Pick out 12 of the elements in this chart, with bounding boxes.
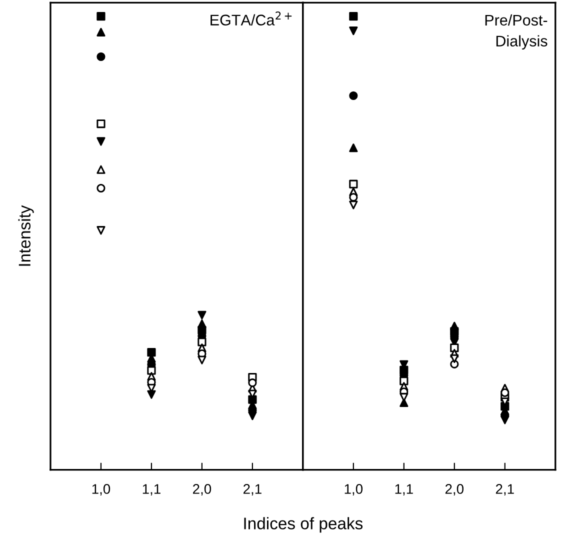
x-tick-label: 2,1 xyxy=(243,484,262,496)
annotation: Pre/Post- Dialysis xyxy=(485,14,548,50)
x-tick-label: 2,0 xyxy=(445,484,464,496)
x-tick-label: 2,1 xyxy=(496,484,514,496)
annotation: EGTA/Ca$^{2+}$ xyxy=(210,12,292,26)
x-tick-label: 1,1 xyxy=(142,484,160,496)
x-axis-title: Indices of peaks xyxy=(244,517,363,533)
x-tick-label: 1,1 xyxy=(395,484,413,496)
y-axis-title: Intensity xyxy=(18,205,34,266)
x-tick-label: 1,0 xyxy=(344,484,363,496)
x-tick-label: 1,0 xyxy=(92,484,110,496)
x-tick-label: 2,0 xyxy=(193,484,212,496)
